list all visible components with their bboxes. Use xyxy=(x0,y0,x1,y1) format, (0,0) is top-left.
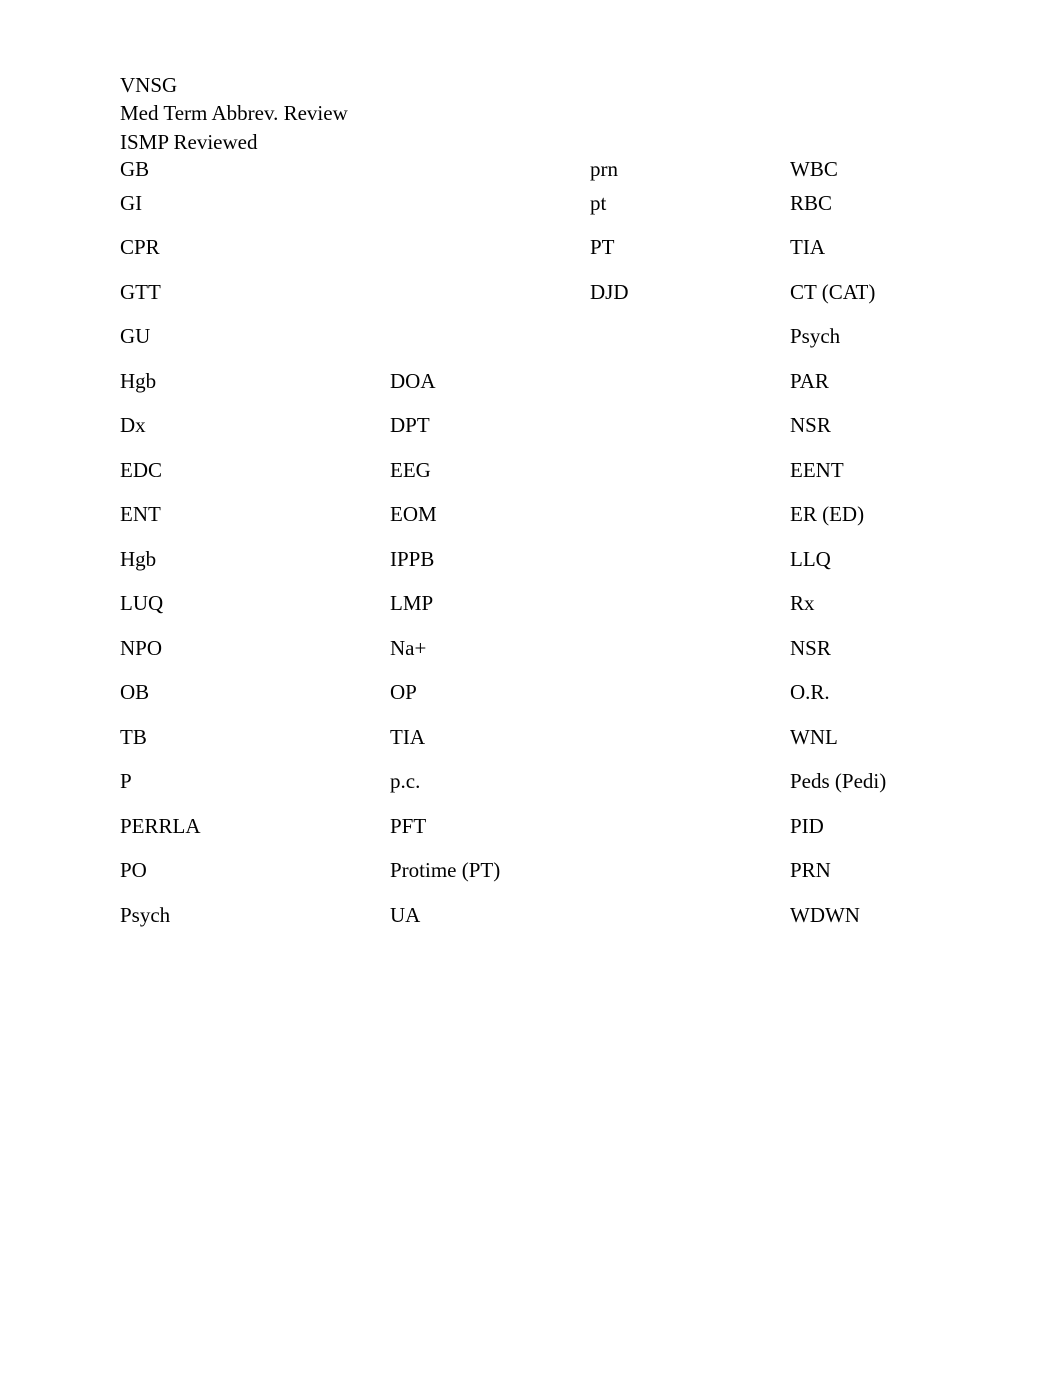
col4-cell: NSR xyxy=(790,634,940,679)
col1-cell: P xyxy=(120,767,390,812)
col3-cell: prn xyxy=(590,157,790,189)
header-line-1: VNSG xyxy=(120,72,1062,98)
col1-cell: CPR xyxy=(120,233,390,278)
col2-cell: DPT xyxy=(390,411,590,456)
col3-cell xyxy=(590,411,790,456)
document-page: VNSG Med Term Abbrev. Review ISMP Review… xyxy=(0,0,1062,1376)
col2-cell: OP xyxy=(390,678,590,723)
col4-cell: Peds (Pedi) xyxy=(790,767,940,812)
col1-cell: GTT xyxy=(120,278,390,323)
col1-cell: PO xyxy=(120,856,390,901)
col1-cell: GU xyxy=(120,322,390,367)
header-line-2: Med Term Abbrev. Review xyxy=(120,100,1062,126)
col3-cell xyxy=(590,322,790,367)
col3-cell xyxy=(590,456,790,501)
col3-cell xyxy=(590,901,790,946)
col3-cell xyxy=(590,545,790,590)
col4-cell: EENT xyxy=(790,456,940,501)
col4-cell: LLQ xyxy=(790,545,940,590)
col2-cell: LMP xyxy=(390,589,590,634)
col3-cell xyxy=(590,812,790,857)
col1-cell: Hgb xyxy=(120,367,390,412)
col2-cell: PFT xyxy=(390,812,590,857)
col2-cell: Na+ xyxy=(390,634,590,679)
col2-cell: EOM xyxy=(390,500,590,545)
col4-cell: PAR xyxy=(790,367,940,412)
col2-cell: p.c. xyxy=(390,767,590,812)
col2-cell: DOA xyxy=(390,367,590,412)
header-line-3: ISMP Reviewed xyxy=(120,129,1062,155)
col1-cell: EDC xyxy=(120,456,390,501)
col3-cell xyxy=(590,500,790,545)
col1-cell: PERRLA xyxy=(120,812,390,857)
col4-cell: ER (ED) xyxy=(790,500,940,545)
column-4: WBCRBCTIACT (CAT)PsychPARNSREENTER (ED)L… xyxy=(790,157,940,946)
col2-cell: EEG xyxy=(390,456,590,501)
col2-cell: IPPB xyxy=(390,545,590,590)
col1-cell: ENT xyxy=(120,500,390,545)
col1-cell: LUQ xyxy=(120,589,390,634)
col3-cell xyxy=(590,589,790,634)
col2-cell xyxy=(390,233,590,278)
col2-cell: Protime (PT) xyxy=(390,856,590,901)
col1-cell: Dx xyxy=(120,411,390,456)
col2-cell xyxy=(390,278,590,323)
col4-cell: WBC xyxy=(790,157,940,189)
col3-cell xyxy=(590,723,790,768)
abbreviation-columns: GBGICPRGTTGUHgbDxEDCENTHgbLUQNPOOBTBPPER… xyxy=(120,157,940,946)
col3-cell xyxy=(590,856,790,901)
col3-cell: pt xyxy=(590,189,790,234)
col3-cell: PT xyxy=(590,233,790,278)
col2-cell: TIA xyxy=(390,723,590,768)
col4-cell: O.R. xyxy=(790,678,940,723)
column-2: DOADPTEEGEOMIPPBLMPNa+OPTIAp.c.PFTProtim… xyxy=(390,157,590,946)
col4-cell: Rx xyxy=(790,589,940,634)
col4-cell: WDWN xyxy=(790,901,940,946)
col1-cell: GB xyxy=(120,157,390,189)
col1-cell: NPO xyxy=(120,634,390,679)
col4-cell: NSR xyxy=(790,411,940,456)
col4-cell: PRN xyxy=(790,856,940,901)
col3-cell xyxy=(590,678,790,723)
col1-cell: Psych xyxy=(120,901,390,946)
column-3: prnptPTDJD xyxy=(590,157,790,946)
col1-cell: GI xyxy=(120,189,390,234)
col4-cell: TIA xyxy=(790,233,940,278)
col4-cell: CT (CAT) xyxy=(790,278,940,323)
col1-cell: Hgb xyxy=(120,545,390,590)
col4-cell: PID xyxy=(790,812,940,857)
col2-cell xyxy=(390,157,590,189)
col4-cell: WNL xyxy=(790,723,940,768)
col2-cell: UA xyxy=(390,901,590,946)
column-1: GBGICPRGTTGUHgbDxEDCENTHgbLUQNPOOBTBPPER… xyxy=(120,157,390,946)
col2-cell xyxy=(390,189,590,234)
col4-cell: RBC xyxy=(790,189,940,234)
col3-cell xyxy=(590,367,790,412)
col4-cell: Psych xyxy=(790,322,940,367)
col2-cell xyxy=(390,322,590,367)
col3-cell: DJD xyxy=(590,278,790,323)
col3-cell xyxy=(590,634,790,679)
col3-cell xyxy=(590,767,790,812)
col1-cell: TB xyxy=(120,723,390,768)
col1-cell: OB xyxy=(120,678,390,723)
